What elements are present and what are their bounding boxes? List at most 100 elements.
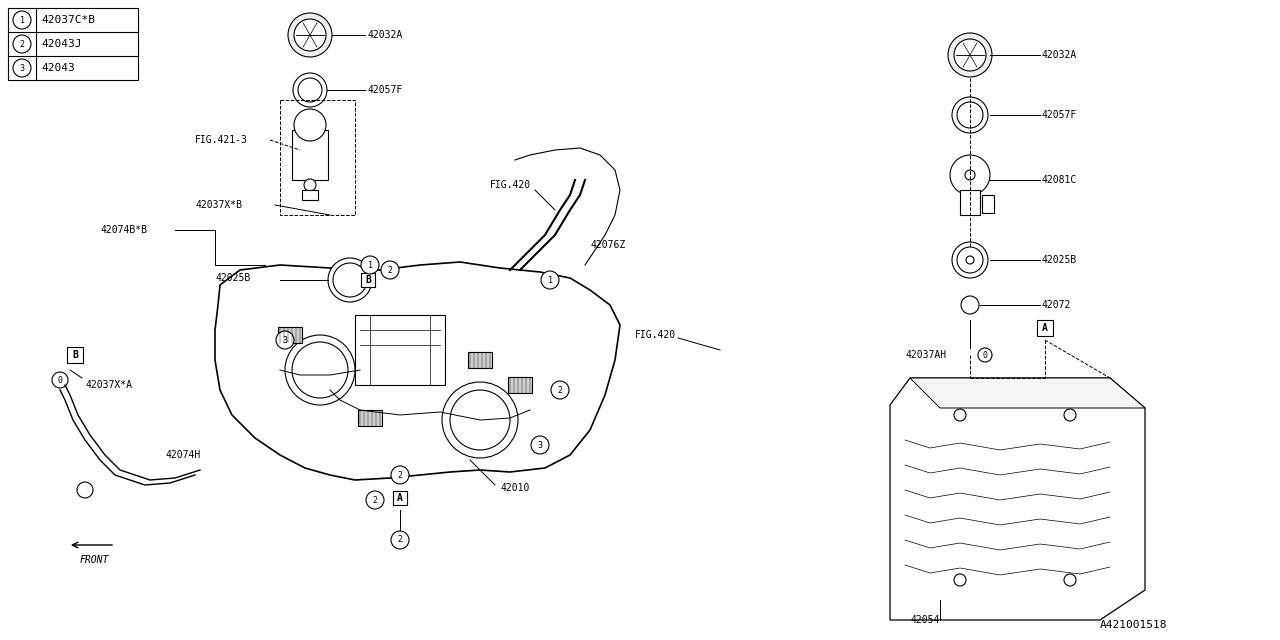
Text: 42081C: 42081C xyxy=(1042,175,1078,185)
Text: 1: 1 xyxy=(19,15,24,24)
Circle shape xyxy=(978,348,992,362)
Circle shape xyxy=(541,271,559,289)
Circle shape xyxy=(292,342,348,398)
Bar xyxy=(982,195,995,213)
Bar xyxy=(468,352,492,368)
Bar xyxy=(508,377,532,393)
Text: 42054: 42054 xyxy=(910,615,940,625)
Text: 2: 2 xyxy=(19,40,24,49)
Text: FIG.421-3: FIG.421-3 xyxy=(195,135,248,145)
Bar xyxy=(358,410,381,426)
Bar xyxy=(361,273,375,287)
Circle shape xyxy=(285,335,355,405)
Circle shape xyxy=(390,531,410,549)
Text: 3: 3 xyxy=(283,335,288,344)
Text: 42025B: 42025B xyxy=(1042,255,1078,265)
Circle shape xyxy=(550,381,570,399)
Text: 42043J: 42043J xyxy=(41,39,82,49)
Text: 42074B*B: 42074B*B xyxy=(100,225,147,235)
Circle shape xyxy=(381,261,399,279)
Text: 3: 3 xyxy=(19,63,24,72)
Bar xyxy=(960,190,980,215)
Text: 42043: 42043 xyxy=(41,63,74,73)
Text: FIG.420: FIG.420 xyxy=(635,330,676,340)
Text: 0: 0 xyxy=(58,376,63,385)
Text: B: B xyxy=(72,350,78,360)
Circle shape xyxy=(957,102,983,128)
Circle shape xyxy=(305,179,316,191)
Text: 3: 3 xyxy=(538,440,543,449)
Circle shape xyxy=(952,242,988,278)
Polygon shape xyxy=(890,378,1146,620)
Circle shape xyxy=(1064,574,1076,586)
Circle shape xyxy=(390,466,410,484)
Circle shape xyxy=(77,482,93,498)
Text: 0: 0 xyxy=(983,351,987,360)
Bar xyxy=(280,100,355,215)
Text: 42037X*A: 42037X*A xyxy=(84,380,132,390)
Circle shape xyxy=(361,256,379,274)
Bar xyxy=(302,190,317,200)
Circle shape xyxy=(276,331,294,349)
Circle shape xyxy=(13,35,31,53)
Circle shape xyxy=(1064,409,1076,421)
Circle shape xyxy=(451,390,509,450)
Circle shape xyxy=(442,382,518,458)
Text: 2: 2 xyxy=(398,536,402,545)
Text: 42010: 42010 xyxy=(500,483,530,493)
Text: 42074H: 42074H xyxy=(165,450,200,460)
Circle shape xyxy=(366,491,384,509)
Bar xyxy=(355,315,445,385)
Bar xyxy=(1037,320,1053,336)
Text: B: B xyxy=(365,275,371,285)
Text: 42037X*B: 42037X*B xyxy=(195,200,242,210)
Circle shape xyxy=(531,436,549,454)
Circle shape xyxy=(954,574,966,586)
Text: 1: 1 xyxy=(367,260,372,269)
Circle shape xyxy=(328,258,372,302)
Circle shape xyxy=(957,247,983,273)
Circle shape xyxy=(952,97,988,133)
Circle shape xyxy=(954,39,986,71)
Circle shape xyxy=(966,256,974,264)
Circle shape xyxy=(961,296,979,314)
Text: 2: 2 xyxy=(558,385,562,394)
Bar xyxy=(278,327,302,343)
Text: 42037AH: 42037AH xyxy=(905,350,946,360)
Text: 42032A: 42032A xyxy=(367,30,402,40)
Text: 42025B: 42025B xyxy=(215,273,251,283)
Text: 42072: 42072 xyxy=(1042,300,1071,310)
Text: 42032A: 42032A xyxy=(1042,50,1078,60)
Text: 42037C*B: 42037C*B xyxy=(41,15,95,25)
Text: 2: 2 xyxy=(388,266,393,275)
Text: 42076Z: 42076Z xyxy=(590,240,625,250)
Circle shape xyxy=(13,11,31,29)
Polygon shape xyxy=(215,262,620,480)
Bar xyxy=(292,130,328,180)
Circle shape xyxy=(288,13,332,57)
Circle shape xyxy=(333,263,367,297)
Text: A421001518: A421001518 xyxy=(1100,620,1167,630)
Circle shape xyxy=(293,73,326,107)
Text: 2: 2 xyxy=(372,495,378,504)
Text: FRONT: FRONT xyxy=(81,555,109,565)
Circle shape xyxy=(13,59,31,77)
Circle shape xyxy=(294,19,326,51)
Text: 42057F: 42057F xyxy=(367,85,402,95)
Text: 1: 1 xyxy=(548,275,553,285)
Circle shape xyxy=(965,170,975,180)
Circle shape xyxy=(950,155,989,195)
Circle shape xyxy=(948,33,992,77)
Circle shape xyxy=(298,78,323,102)
Text: 42057F: 42057F xyxy=(1042,110,1078,120)
Text: 2: 2 xyxy=(398,470,402,479)
Bar xyxy=(393,491,407,505)
Bar xyxy=(8,8,138,80)
Text: A: A xyxy=(1042,323,1048,333)
Text: A: A xyxy=(397,493,403,503)
Bar xyxy=(67,347,83,363)
Polygon shape xyxy=(910,378,1146,408)
Circle shape xyxy=(954,409,966,421)
Circle shape xyxy=(294,109,326,141)
Text: FIG.420: FIG.420 xyxy=(490,180,531,190)
